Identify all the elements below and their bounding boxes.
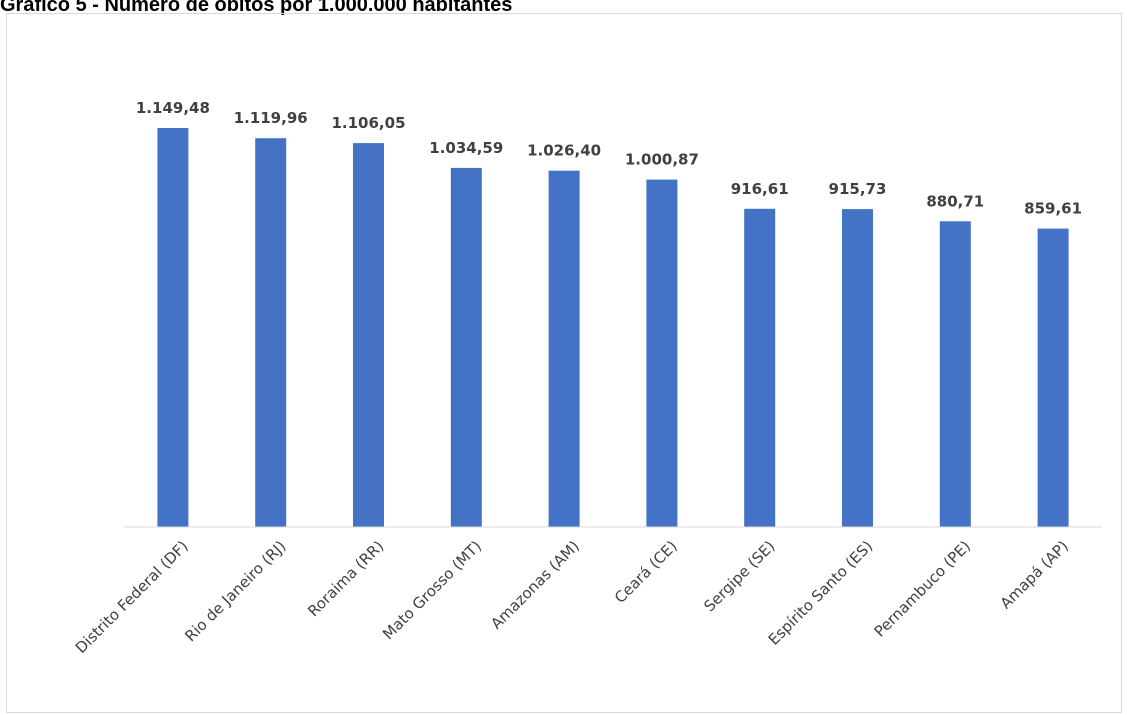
- data-label: 915,73: [829, 180, 887, 198]
- x-tick-label: Pernambuco (PE): [871, 537, 975, 641]
- data-label: 1.106,05: [331, 114, 405, 132]
- chart-area: [6, 13, 1122, 713]
- x-tick-label: Espírito Santo (ES): [765, 537, 877, 649]
- bar: [157, 128, 189, 527]
- data-label: 1.149,48: [136, 99, 210, 117]
- x-tick-label: Amapá (AP): [997, 537, 1072, 612]
- data-label: 859,61: [1024, 200, 1082, 218]
- bar: [939, 221, 971, 528]
- data-label: 916,61: [731, 180, 789, 198]
- x-tick-label: Amazonas (AM): [487, 537, 583, 633]
- x-tick-label: Sergipe (SE): [700, 537, 778, 615]
- bar: [744, 208, 776, 528]
- x-tick-label: Mato Grosso (MT): [379, 537, 485, 643]
- x-tick-label: Rio de Janeiro (RJ): [181, 537, 289, 645]
- data-label: 1.034,59: [429, 139, 503, 157]
- bar: [842, 209, 873, 527]
- x-tick-label: Distrito Federal (DF): [72, 537, 192, 657]
- bar: [1037, 228, 1069, 527]
- bar: [548, 170, 580, 527]
- bar: [255, 138, 287, 527]
- bar: [450, 167, 482, 527]
- bar: [646, 179, 678, 527]
- data-label: 1.026,40: [527, 142, 601, 160]
- data-label: 1.119,96: [234, 109, 308, 127]
- x-tick-label: Roraima (RR): [304, 537, 387, 620]
- chart-title: Gráfico 5 - Número de óbitos por 1.000.0…: [0, 0, 513, 16]
- bar: [353, 143, 384, 527]
- data-label: 880,71: [926, 192, 984, 210]
- x-tick-label: Ceará (CE): [611, 537, 681, 607]
- data-label: 1.000,87: [625, 151, 699, 169]
